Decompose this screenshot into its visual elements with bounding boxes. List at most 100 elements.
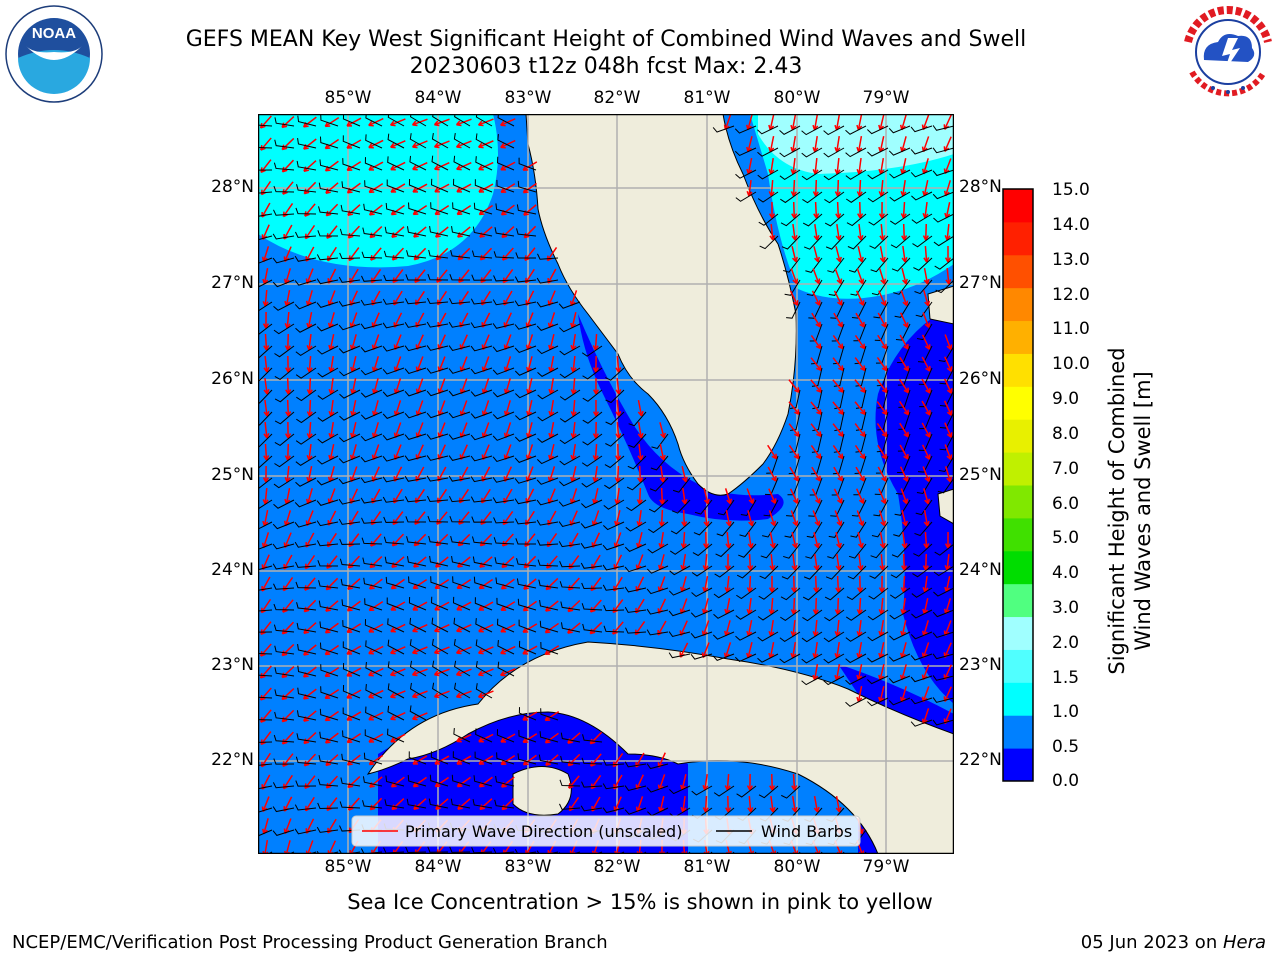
wind-barb xyxy=(387,639,405,655)
wave-direction-arrowhead xyxy=(325,760,332,767)
wave-direction-arrow xyxy=(284,818,292,834)
wind-barb xyxy=(318,755,339,765)
wave-direction-arrow xyxy=(902,223,906,241)
wind-barb xyxy=(867,125,889,135)
wave-direction-arrowhead xyxy=(791,785,798,791)
wind-barb xyxy=(294,541,317,548)
wave-direction-arrow xyxy=(328,488,336,504)
wind-barb xyxy=(319,708,339,721)
colorbar-tick: 5.0 xyxy=(1052,528,1080,548)
wave-direction-arrow xyxy=(478,623,494,633)
wave-direction-arrow xyxy=(286,311,290,329)
wave-direction-arrowhead xyxy=(746,608,753,615)
wind-barb xyxy=(910,631,933,640)
wind-barb xyxy=(581,345,603,357)
wave-direction-arrowhead xyxy=(637,432,644,439)
colorbar-band xyxy=(1003,550,1033,585)
wave-direction-arrow xyxy=(416,400,424,416)
wind-barb xyxy=(273,499,295,509)
wind-barb xyxy=(274,117,295,127)
wind-barb xyxy=(877,411,889,431)
wind-barb xyxy=(258,124,273,127)
wave-direction-arrow xyxy=(523,182,537,194)
wave-direction-arrow xyxy=(877,444,887,460)
wave-direction-arrow xyxy=(479,798,493,810)
wave-direction-arrow xyxy=(545,600,559,612)
wave-direction-arrow xyxy=(921,334,931,350)
wave-direction-arrow xyxy=(570,510,578,526)
wind-barb xyxy=(713,587,735,599)
wave-direction-arrow xyxy=(702,620,710,636)
wind-barb xyxy=(810,345,823,365)
wave-direction-arrowhead xyxy=(946,432,953,438)
wind-barb xyxy=(365,684,383,699)
wave-direction-arrowhead xyxy=(790,169,797,175)
wave-direction-arrow xyxy=(857,664,863,680)
wind-barb xyxy=(360,345,383,353)
wind-barb xyxy=(407,556,427,567)
wave-direction-arrowhead xyxy=(769,565,776,571)
wind-barb xyxy=(536,323,559,331)
wave-direction-arrow xyxy=(482,400,490,416)
wind-barb xyxy=(847,565,867,580)
wave-direction-arrow xyxy=(902,245,906,263)
wave-direction-arrow xyxy=(456,183,472,193)
wave-direction-arrow xyxy=(368,711,384,721)
wave-direction-arrow xyxy=(307,488,313,504)
land-bahamas-south xyxy=(937,488,954,525)
colorbar-band xyxy=(1003,452,1033,486)
wind-barb xyxy=(497,133,515,149)
wave-direction-arrowhead xyxy=(768,609,775,615)
wind-barb xyxy=(405,274,427,281)
wave-direction-arrow xyxy=(879,246,885,262)
wave-direction-arrowhead xyxy=(369,232,376,239)
wave-direction-arrow xyxy=(858,179,862,197)
wave-direction-arrow xyxy=(394,378,402,394)
wind-barb xyxy=(273,583,295,590)
wave-direction-arrow xyxy=(704,795,708,813)
wave-direction-arrow xyxy=(478,578,494,590)
wind-barb xyxy=(316,301,339,308)
wave-direction-arrowhead xyxy=(747,807,754,813)
wind-barb xyxy=(537,389,559,400)
wind-barb xyxy=(431,638,449,655)
wind-barb xyxy=(736,587,757,600)
wind-barb xyxy=(493,517,515,524)
wave-direction-arrow xyxy=(368,161,384,171)
wave-direction-arrow xyxy=(747,136,753,152)
wave-direction-arrowhead xyxy=(478,759,485,765)
wave-direction-arrowhead xyxy=(835,234,842,241)
wave-direction-arrowhead xyxy=(878,587,886,593)
wave-direction-arrow xyxy=(770,223,774,241)
map-title: GEFS MEAN Key West Significant Height of… xyxy=(185,27,1027,52)
wind-barb xyxy=(736,565,757,579)
wind-barb xyxy=(470,411,493,419)
wind-barb xyxy=(452,178,471,193)
wave-direction-arrow xyxy=(500,733,516,743)
wave-direction-arrowhead xyxy=(837,343,844,350)
wind-barb xyxy=(558,541,581,548)
wave-direction-arrow xyxy=(262,554,270,570)
wave-direction-arrow xyxy=(372,334,380,350)
wave-direction-arrow xyxy=(329,466,335,482)
wave-direction-arrow xyxy=(832,445,844,459)
wind-barb xyxy=(870,257,889,273)
wind-barb xyxy=(274,689,295,699)
wave-direction-arrow xyxy=(924,201,928,219)
wave-direction-arrow xyxy=(616,399,620,417)
wave-direction-arrow xyxy=(923,290,929,306)
wind-barb xyxy=(893,279,911,295)
wind-barb xyxy=(362,776,383,787)
wave-direction-arrowhead xyxy=(793,453,800,460)
wave-direction-arrow xyxy=(346,711,362,721)
wind-barb xyxy=(784,279,801,296)
wind-barb xyxy=(294,301,317,310)
wave-direction-arrow xyxy=(857,532,863,548)
wind-barb xyxy=(668,587,691,596)
wave-direction-arrow xyxy=(369,204,383,216)
wind-barb xyxy=(258,763,273,766)
wave-direction-arrowhead xyxy=(814,278,821,285)
wave-direction-arrowhead xyxy=(456,187,462,193)
wave-direction-arrowhead xyxy=(924,300,931,307)
wind-barb xyxy=(473,202,493,215)
